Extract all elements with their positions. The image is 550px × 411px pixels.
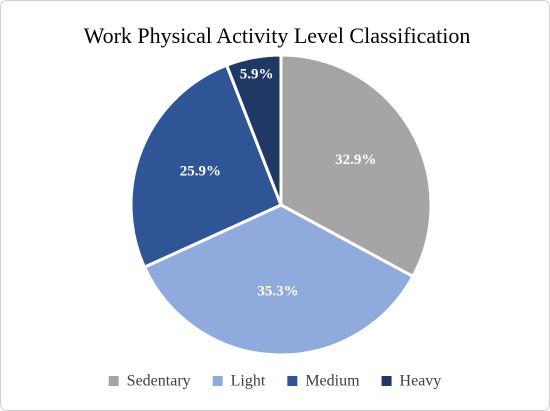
pie-slice (279, 53, 433, 279)
slice-label: 35.3% (257, 283, 298, 299)
legend-marker (287, 376, 298, 386)
legend-marker (381, 376, 392, 386)
legend-label: Heavy (400, 373, 442, 390)
slice-label: 32.9% (335, 152, 376, 168)
legend-label: Sedentary (127, 373, 191, 390)
legend-marker (212, 376, 223, 386)
pie-slice (129, 63, 283, 270)
legend-label: Light (231, 373, 266, 390)
pie-slice (224, 53, 283, 206)
legend-label: Medium (305, 373, 360, 390)
chart-title: Work Physical Activity Level Classificat… (84, 23, 471, 48)
legend-marker (108, 376, 119, 386)
pie-slice (142, 203, 415, 357)
slice-label: 5.9% (240, 67, 274, 83)
slice-label: 25.9% (180, 164, 221, 180)
